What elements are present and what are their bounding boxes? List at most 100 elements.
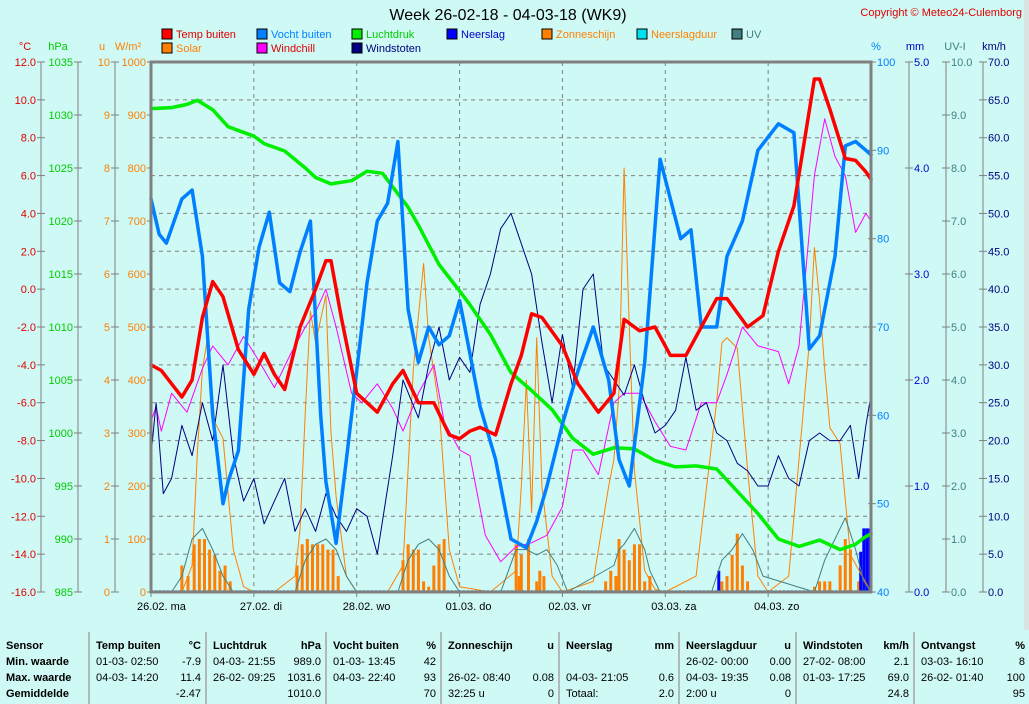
zonneschijn-bar <box>416 549 420 592</box>
stats-row: 04-03- 22:40 93 <box>327 670 442 686</box>
x-tick-label: 02.03. vr <box>548 601 591 613</box>
legend-label: Solar <box>176 43 202 55</box>
zonneschijn-bar <box>823 581 827 592</box>
stats-column-zonneschijn: Zonneschijn u 26-02- 08:40 0.08 32:25 u 0 <box>440 632 560 704</box>
wind-tick-label: 10.0 <box>988 511 1009 523</box>
zonneschijn-bar <box>336 576 340 592</box>
temp-tick-label: 0.0 <box>21 284 36 296</box>
stats-cell-time: 04-03- 19:35 <box>686 672 749 684</box>
legend-swatch-solar <box>161 42 173 54</box>
wind-tick-label: 70.0 <box>988 57 1009 69</box>
temp-tick-label: -16.0 <box>11 587 36 599</box>
stats-row: Min. waarde <box>0 654 88 670</box>
stats-cell-time: 04-03- 21:05 <box>566 672 629 684</box>
stats-cell-time: Min. waarde <box>6 656 69 668</box>
humidity-tick-label: 50 <box>877 499 889 511</box>
stats-cell-value: 69.0 <box>887 672 909 684</box>
uv-tick-label: 9.0 <box>951 110 966 122</box>
temp-tick-label: -12.0 <box>11 511 36 523</box>
solar-tick-label: 500 <box>128 322 146 334</box>
zonneschijn-bar <box>326 549 330 592</box>
temp-tick-label: -4.0 <box>17 360 36 372</box>
zonneschijn-bar <box>321 544 325 592</box>
stats-row: 01-03- 02:50 -7.9 <box>90 654 207 670</box>
zonneschijn-bar <box>422 581 426 592</box>
zonneschijn-bar <box>218 570 222 592</box>
axes: °C12.010.08.06.04.02.00.0-2.0-4.0-6.0-8.… <box>11 41 1010 599</box>
x-tick-label: 27.02. di <box>240 601 282 613</box>
stats-row: 04-03- 14:20 11.4 <box>90 670 207 686</box>
vocht-buiten-line <box>149 122 873 550</box>
wind-tick-label: 40.0 <box>988 284 1009 296</box>
stats-cell-value: 24.8 <box>887 688 909 700</box>
zonneschijn-bar <box>818 581 822 592</box>
stats-row: 03-03- 16:10 8 <box>915 654 1029 670</box>
temp-tick-label: 4.0 <box>21 208 36 220</box>
x-tick-label: 04.03. zo <box>754 601 799 613</box>
scrollbar[interactable] <box>1024 0 1029 630</box>
zonneschijn-bar <box>411 549 415 592</box>
stats-column-windstoten: Windstoten km/h 27-02- 08:00 2.1 01-03- 17:2… <box>795 632 915 704</box>
wind-tick-label: 45.0 <box>988 246 1009 258</box>
stats-cell-time: 26-02- 09:25 <box>213 672 276 684</box>
rain-tick-label: 2.0 <box>914 375 929 387</box>
legend-swatch-zonneschijn <box>541 28 553 40</box>
stats-header-row: Luchtdruk hPa <box>207 638 327 654</box>
humidity-tick-label: 90 <box>877 145 889 157</box>
temp-tick-label: 6.0 <box>21 171 36 183</box>
stats-cell-time: 26-02- 08:40 <box>448 672 511 684</box>
uv-tick-label: 1.0 <box>951 534 966 546</box>
stats-header-row: Zonneschijn u <box>442 638 560 654</box>
legend-swatch-windchill <box>256 42 268 54</box>
stats-cell-time: 01-03- 13:45 <box>333 656 396 668</box>
legend-label: Windstoten <box>366 43 421 55</box>
zonneschijn-bar <box>310 544 314 592</box>
uv-axis-unit: UV-I <box>944 41 965 53</box>
legend-label: Neerslagduur <box>651 29 717 41</box>
x-tick-label: 28.02. wo <box>343 601 391 613</box>
stats-cell-value: 42 <box>423 656 436 668</box>
stats-header: Sensor <box>6 640 44 652</box>
temp-tick-label: -10.0 <box>11 473 36 485</box>
stats-column-luchtdruk: Luchtdruk hPa 04-03- 21:55 989.0 26-02- 09:2… <box>205 632 327 704</box>
rain-tick-label: 4.0 <box>914 163 929 175</box>
stats-row: 04-03- 21:55 989.0 <box>207 654 327 670</box>
sun-tick-label: 5 <box>104 322 110 334</box>
legend-swatch-vocht-buiten <box>256 28 268 40</box>
weather-chart: Week 26-02-18 - 04-03-18 (WK9) Copyright… <box>11 7 1022 613</box>
zonneschijn-bar <box>406 544 410 592</box>
temp-buiten-line <box>149 77 873 441</box>
rain-tick-label: 1.0 <box>914 481 929 493</box>
stats-cell-value: -2.47 <box>175 688 201 700</box>
zonneschijn-bar <box>735 533 739 592</box>
stats-cell-value: 0.6 <box>658 672 674 684</box>
stats-row <box>560 654 680 670</box>
uv-tick-label: 5.0 <box>951 322 966 334</box>
uv-tick-label: 3.0 <box>951 428 966 440</box>
zonneschijn-bar <box>632 544 636 592</box>
stats-cell-value: 8 <box>1018 656 1025 668</box>
neerslag-bar <box>865 528 869 592</box>
uv-tick-label: 6.0 <box>951 269 966 281</box>
x-tick-label: 01.03. do <box>446 601 492 613</box>
plot-frame <box>149 60 873 594</box>
zonneschijn-bar <box>316 544 320 592</box>
stats-row <box>442 654 560 670</box>
legend-label: Luchtdruk <box>366 29 415 41</box>
stats-row: Max. waarde <box>0 670 88 686</box>
sun-tick-label: 2 <box>104 481 110 493</box>
stats-header: Ontvangst <box>921 640 976 652</box>
stats-cell-value: 0 <box>547 688 554 700</box>
stats-column-vocht-buiten: Vocht buiten% 01-03- 13:45 42 04-03- 22:40 9… <box>325 632 442 704</box>
zonneschijn-bar <box>857 581 861 592</box>
stats-cell-value: 0.08 <box>532 672 554 684</box>
humidity-tick-label: 40 <box>877 587 889 599</box>
uv-tick-label: 7.0 <box>951 216 966 228</box>
stats-unit: km/h <box>883 640 909 652</box>
zonneschijn-bar <box>305 539 309 592</box>
sun-tick-label: 3 <box>104 428 110 440</box>
stats-row: 70 <box>327 686 442 702</box>
legend-label: Windchill <box>271 43 315 55</box>
stats-header: Temp buiten <box>96 640 161 652</box>
zonneschijn-bar <box>812 586 816 592</box>
